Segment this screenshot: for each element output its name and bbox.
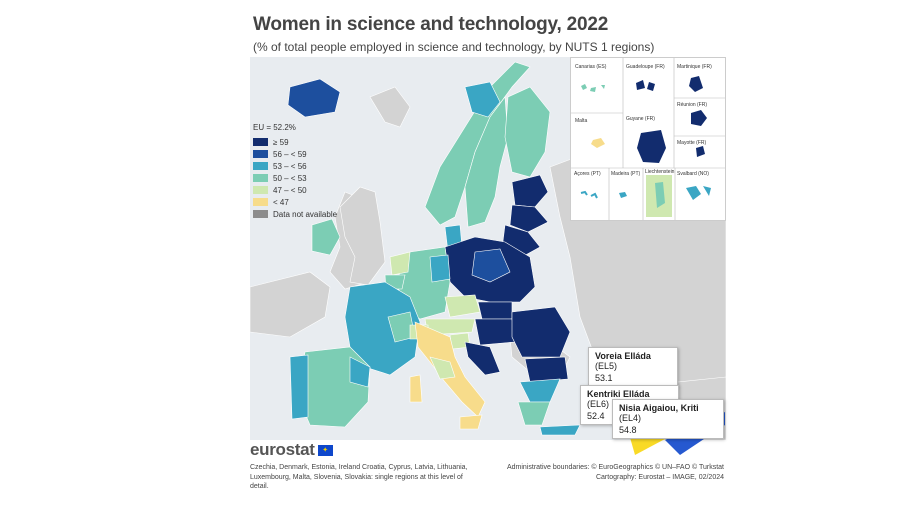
legend-item: Data not available [253,208,337,220]
region-latvia [509,204,549,233]
legend-swatch [253,210,268,218]
legend-item: 56 – < 59 [253,148,337,160]
inset-label: Martinique (FR) [677,64,712,70]
inset-label: Mayotte (FR) [677,140,707,146]
region-slovakia [477,301,513,320]
inset-acores: Açores (PT) [574,171,601,177]
inset-guyane: Guyane (FR) [626,116,655,122]
region-portugal [289,354,309,420]
callout-value: 52.4 [587,411,605,421]
inset-canarias: Canarias (ES) [575,64,606,70]
legend-swatch [253,174,268,182]
region-uk [339,186,386,286]
legend-swatch [253,150,268,158]
region-croatia [464,341,501,376]
region-france [344,281,421,376]
inset-label: Açores (PT) [574,171,601,177]
inset-malta: Malta [575,118,587,124]
legend-item: 47 – < 50 [253,184,337,196]
inset-madeira: Madeira (PT) [611,171,640,177]
callout-nisia-aigaiou-kriti: Nisia Aigaiou, Kriti (EL4) 54.8 [612,399,724,439]
credits-boundaries: Administrative boundaries: © EuroGeograp… [506,464,724,471]
map-title: Women in science and technology, 2022 [253,14,609,35]
region-norway [424,61,531,226]
inset-mayotte: Mayotte (FR) [677,140,706,146]
callout-region-code: (EL5) [595,361,618,371]
region-spain-ne [349,356,371,388]
callout-region-name: Nisia Aigaiou, Kriti [619,403,699,413]
inset-panel: Canarias (ES) Guadeloupe (FR) Martinique… [570,57,726,221]
legend-label: ≥ 59 [273,137,289,147]
region-bulgaria [524,356,569,383]
inset-guadeloupe: Guadeloupe (FR) [626,64,665,70]
credits-cartography: Cartography: Eurostat – IMAGE, 02/2024 [595,473,724,481]
region-greece-islands [539,424,581,436]
region-finland [504,86,551,178]
callout-value: 53.1 [595,373,613,383]
region-estonia [511,174,549,208]
region-hungary [474,318,516,346]
region-germany-east [429,254,451,283]
region-sicily [459,414,483,430]
legend-label: 47 – < 50 [273,185,307,195]
region-iceland [287,78,341,118]
legend-swatch [253,198,268,206]
map-legend: EU = 52.2% ≥ 59 56 – < 59 53 – < 56 50 –… [253,123,337,220]
region-sweden-north [464,96,509,228]
callout-region-code: (EL6) [587,399,610,409]
inset-label: Réunion (FR) [677,102,708,108]
callout-value: 54.8 [619,425,637,435]
inset-grid [571,58,725,220]
inset-label: Liechtenstein [645,169,675,175]
inset-label: Guyane (FR) [626,116,655,122]
legend-item: 50 – < 53 [253,172,337,184]
legend-header: EU = 52.2% [253,123,296,132]
region-sweden-upper [464,81,501,118]
callout-region-name: Kentriki Elláda [587,389,650,399]
legend-swatch [253,162,268,170]
credits: Administrative boundaries: © EuroGeograp… [507,463,724,482]
region-czechia [444,294,481,318]
callout-region-name: Voreia Elláda [595,351,651,361]
map-subtitle: (% of total people employed in science a… [253,40,655,54]
region-greece-central [517,401,551,426]
legend-item: 53 – < 56 [253,160,337,172]
legend-swatch [253,138,268,146]
legend-label: 53 – < 56 [273,161,307,171]
legend-item: ≥ 59 [253,136,337,148]
inset-label: Guadeloupe (FR) [626,64,665,70]
region-sardinia [409,374,423,403]
region-poland-central [471,248,511,283]
eurostat-wordmark: eurostat [250,440,315,459]
legend-label: < 47 [273,197,289,207]
legend-item: < 47 [253,196,337,208]
region-netherlands [389,251,411,276]
region-italy-centre [429,356,456,380]
legend-label: 56 – < 59 [273,149,307,159]
eu-flag-icon: ✦ [317,444,333,456]
legend-label: Data not available [273,209,338,219]
inset-label: Svalbard (NO) [677,171,709,177]
eurostat-logo: eurostat ✦ [250,440,333,460]
callout-voreia-ellada: Voreia Elláda (EL5) 53.1 [588,347,678,387]
inset-label: Malta [575,118,588,124]
inset-label: Canarias (ES) [575,64,607,70]
inset-liechtenstein: Liechtenstein [645,169,674,175]
legend-swatch [253,186,268,194]
footnote: Czechia, Denmark, Estonia, Ireland Croat… [250,464,468,490]
callout-region-code: (EL4) [619,413,642,423]
inset-svalbard: Svalbard (NO) [677,171,709,177]
inset-label: Madeira (PT) [611,171,641,177]
legend-label: 50 – < 53 [273,173,307,183]
inset-martinique: Martinique (FR) [677,64,712,70]
region-ireland [311,218,341,256]
inset-reunion: Réunion (FR) [677,102,707,108]
